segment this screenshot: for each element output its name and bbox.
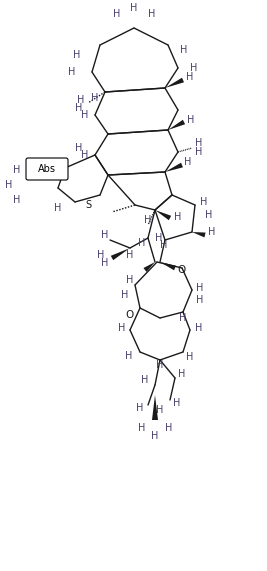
Text: H: H [184, 157, 191, 167]
Polygon shape [165, 78, 184, 88]
Text: O: O [126, 310, 134, 320]
Text: H: H [136, 403, 143, 413]
Text: H: H [74, 103, 82, 113]
Text: H: H [186, 352, 193, 362]
Text: H: H [97, 250, 104, 260]
Text: H: H [74, 143, 82, 153]
Text: H: H [125, 351, 132, 361]
Text: H: H [195, 138, 202, 148]
Polygon shape [155, 210, 171, 220]
Text: H: H [195, 147, 202, 157]
Text: H: H [81, 110, 88, 120]
Text: H: H [130, 3, 138, 13]
Text: H: H [141, 375, 148, 385]
Text: H: H [156, 360, 164, 370]
Text: H: H [101, 230, 108, 240]
Polygon shape [192, 232, 206, 238]
Polygon shape [160, 262, 176, 270]
Polygon shape [143, 262, 155, 272]
Text: H: H [178, 369, 185, 379]
Text: H: H [186, 72, 193, 82]
Polygon shape [165, 163, 183, 172]
Text: H: H [73, 50, 80, 60]
Text: H: H [180, 45, 187, 55]
Polygon shape [111, 248, 130, 260]
Text: H: H [138, 423, 145, 433]
Text: H: H [155, 233, 162, 243]
Text: H: H [160, 240, 167, 250]
Text: H: H [208, 227, 215, 237]
Text: H: H [13, 165, 20, 175]
Text: H: H [81, 150, 88, 160]
Text: H: H [148, 9, 155, 19]
Text: H: H [13, 195, 20, 205]
Text: H: H [113, 9, 120, 19]
Text: H: H [126, 275, 133, 285]
Text: H: H [200, 197, 207, 207]
Text: H: H [101, 258, 108, 268]
Polygon shape [168, 120, 185, 130]
Text: H: H [196, 295, 203, 305]
Text: H: H [68, 67, 75, 77]
Polygon shape [152, 395, 158, 420]
Text: H: H [144, 215, 152, 225]
FancyBboxPatch shape [26, 158, 68, 180]
Text: H: H [91, 93, 98, 103]
Text: H: H [54, 203, 62, 213]
Text: H: H [165, 423, 172, 433]
Text: H: H [190, 63, 197, 73]
Text: H: H [174, 212, 181, 222]
Text: O: O [178, 265, 186, 275]
Text: H: H [179, 313, 187, 323]
Text: H: H [205, 210, 212, 220]
Text: H: H [5, 180, 12, 190]
Text: H: H [77, 95, 84, 105]
Text: H: H [121, 290, 128, 300]
Text: H: H [118, 323, 125, 333]
Text: H: H [156, 405, 164, 415]
Text: Abs: Abs [38, 164, 56, 174]
Text: H: H [187, 115, 194, 125]
Text: H: H [173, 398, 180, 408]
Text: S: S [85, 200, 91, 210]
Text: H: H [126, 250, 134, 260]
Text: H: H [195, 323, 202, 333]
Text: H: H [138, 238, 145, 248]
Text: H: H [151, 431, 159, 441]
Text: H: H [196, 283, 203, 293]
